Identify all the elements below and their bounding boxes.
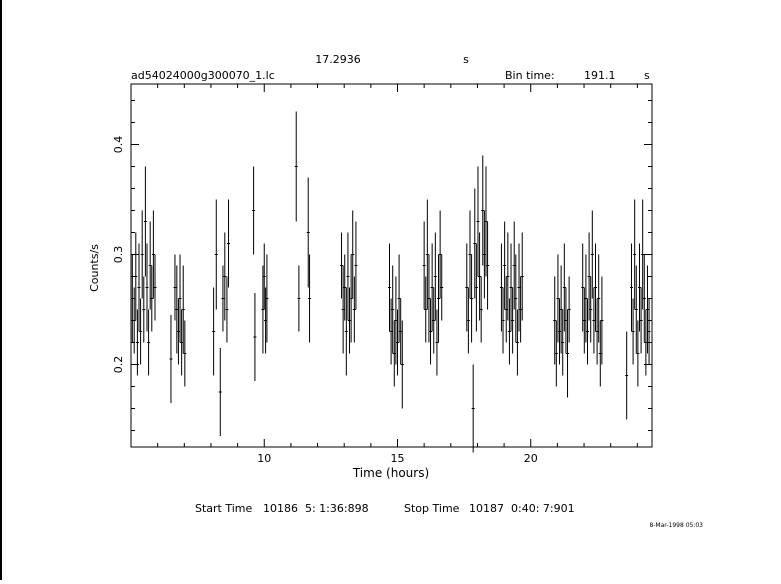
filename-label: ad54024000g300070_1.lc [131,69,275,82]
y-tick-label: 0.2 [112,356,125,374]
stop-time-value: 10187 0:40: 7:901 [469,502,575,515]
y-axis-label: Counts/s [88,244,101,292]
stop-time-label: Stop Time [404,502,460,515]
y-tick-label: 0.3 [112,246,125,264]
top-value-label: 17.2936 [315,53,361,66]
start-time-label: Start Time [195,502,253,515]
start-time-value: 10186 5: 1:36:898 [263,502,369,515]
x-tick-label: 15 [390,452,404,465]
bin-time-value: 191.1 [584,69,616,82]
left-border-line [0,0,2,580]
date-stamp: 8-Mar-1998 05:03 [649,522,703,529]
axis-ticks [130,84,652,447]
bin-time-unit: s [644,69,650,82]
plot-frame [130,83,653,448]
y-tick-labels: 0.2 0.3 0.4 [112,136,125,374]
top-unit-label: s [463,53,469,66]
data-points [130,111,651,453]
y-tick-label: 0.4 [112,136,125,154]
x-axis-label: Time (hours) [352,466,429,480]
x-tick-label: 10 [257,452,271,465]
bin-time-label: Bin time: [505,69,555,82]
x-tick-labels: 10 15 20 [257,452,537,465]
x-tick-label: 20 [524,452,538,465]
